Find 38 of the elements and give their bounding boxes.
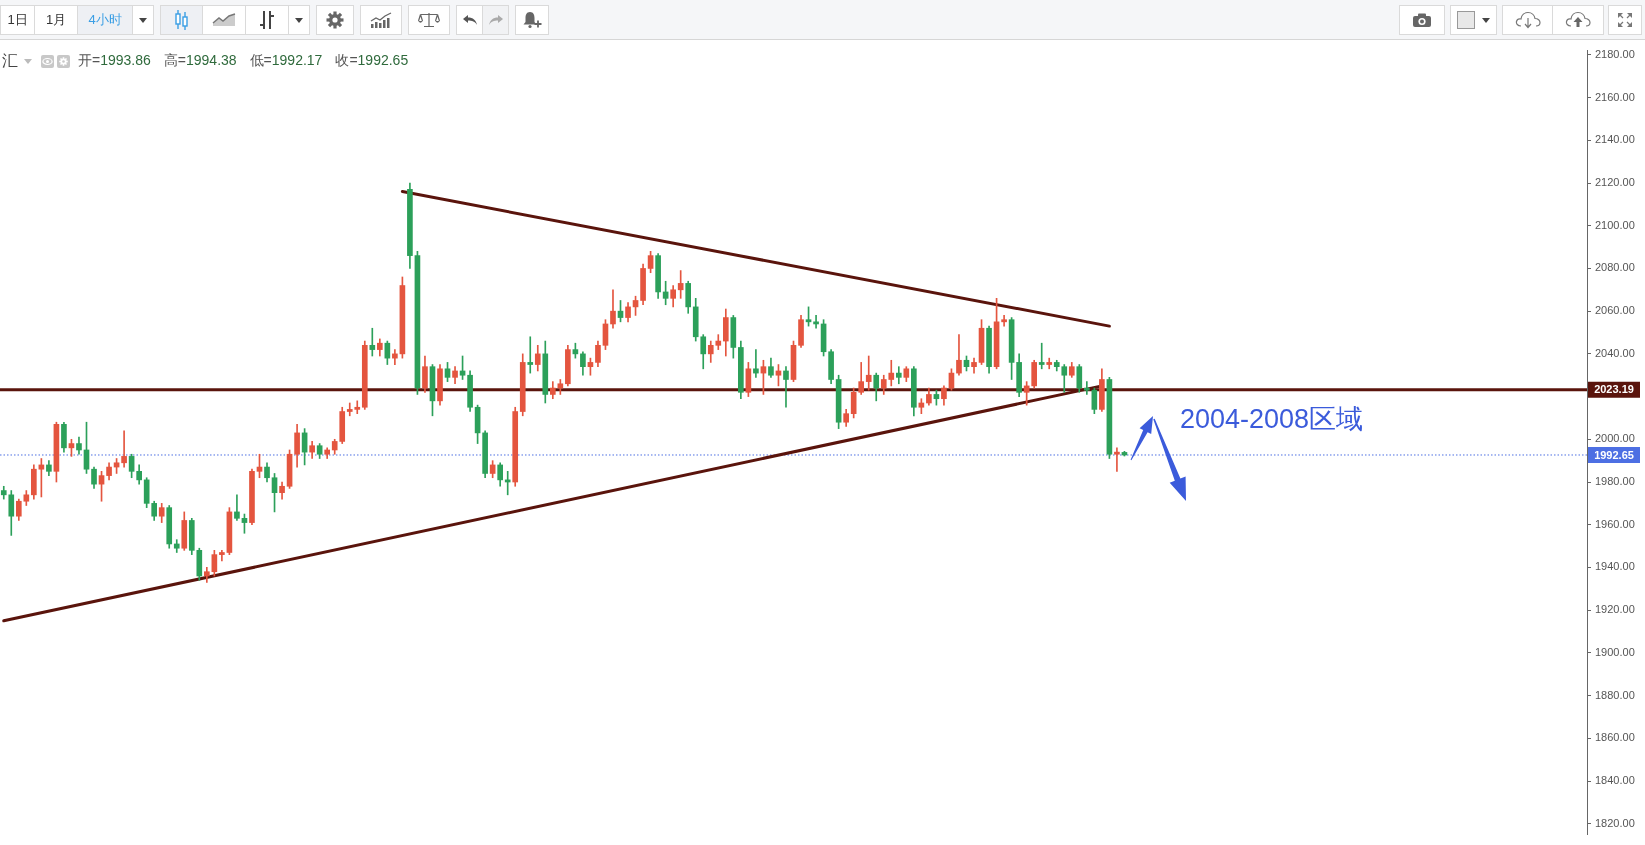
candlestick xyxy=(1084,381,1090,395)
y-tick-label: 2180.00 xyxy=(1595,47,1635,60)
candlestick xyxy=(121,430,127,468)
candlestick xyxy=(677,270,684,299)
candlestick xyxy=(527,336,534,374)
y-tick-label: 1880.00 xyxy=(1595,688,1635,701)
toolbar-button: 1月 xyxy=(34,5,78,35)
candlestick xyxy=(1038,342,1045,370)
y-tick-label: 1960.00 xyxy=(1595,517,1635,530)
chart-title: 汇 xyxy=(2,50,18,71)
toolbar-button: 1日 xyxy=(0,5,35,35)
candlestick xyxy=(753,349,759,378)
chart-subtitle: 开=1993.86 高=1994.38 低=1992.17 收=1992.65 xyxy=(78,52,409,68)
y-tick-label: 2000.00 xyxy=(1595,432,1635,445)
y-tick-label: 2160.00 xyxy=(1595,90,1635,103)
candlestick xyxy=(1114,447,1120,472)
y-tick-label: 2140.00 xyxy=(1595,133,1635,146)
toolbar-button: 4小时 xyxy=(77,5,133,35)
y-tick-label: 1940.00 xyxy=(1595,560,1635,573)
y-tick-label: 1860.00 xyxy=(1595,731,1635,744)
ref-line-label: 2023.19 xyxy=(1594,383,1634,396)
candlestick xyxy=(865,355,872,391)
y-tick-label: 2120.00 xyxy=(1595,176,1635,189)
y-tick-label: 1820.00 xyxy=(1595,816,1635,829)
y-tick-label: 2040.00 xyxy=(1595,346,1635,359)
y-tick-label: 2060.00 xyxy=(1595,304,1635,317)
candlestick xyxy=(783,366,789,408)
y-tick-label: 1840.00 xyxy=(1595,774,1635,787)
y-tick-label: 2100.00 xyxy=(1595,218,1635,231)
candlestick xyxy=(895,366,902,385)
annotation: 2004-2008区域 xyxy=(1180,403,1364,435)
y-tick-label: 1920.00 xyxy=(1595,603,1635,616)
ref-line-label: 1992.65 xyxy=(1594,448,1634,461)
candlestick xyxy=(234,494,240,521)
y-tick-label: 2080.00 xyxy=(1595,261,1635,274)
y-tick-label: 1980.00 xyxy=(1595,475,1635,488)
y-tick-label: 1900.00 xyxy=(1595,645,1635,658)
candlestick xyxy=(369,327,376,357)
